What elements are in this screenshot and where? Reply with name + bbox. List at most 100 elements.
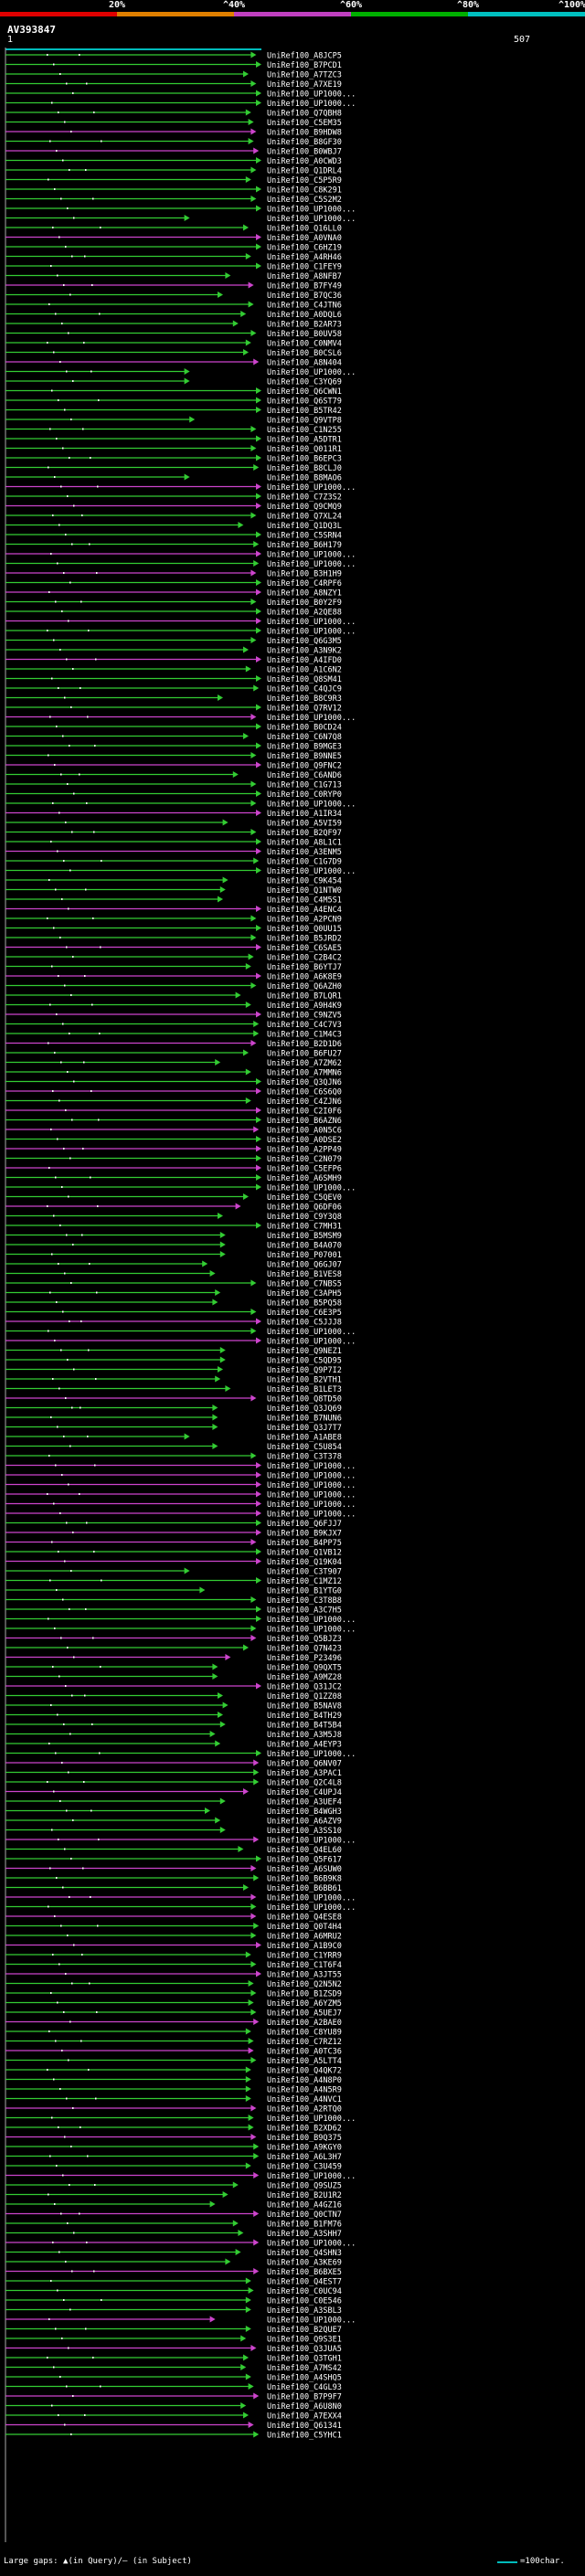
hit-arrow-icon bbox=[256, 205, 261, 212]
hit-row: UniRef100_A9H4K9 bbox=[5, 1002, 342, 1011]
hit-label: UniRef100_C5U854 bbox=[267, 1443, 342, 1452]
hit-label: UniRef100_Q1ZZ08 bbox=[267, 1692, 342, 1701]
hit-row: UniRef100_B1LET3 bbox=[5, 1385, 342, 1394]
hit-row: UniRef100_C6E3P5 bbox=[5, 1309, 342, 1318]
hit-label: UniRef100_A8N404 bbox=[267, 359, 342, 368]
hit-row: UniRef100_A6YZM5 bbox=[5, 1999, 342, 2009]
hit-arrow-icon bbox=[253, 1923, 260, 1929]
gap-marker bbox=[65, 246, 67, 248]
hit-label: UniRef100_A2PCN9 bbox=[267, 916, 342, 925]
hit-label: UniRef100_A6AZV9 bbox=[267, 1818, 342, 1827]
hit-label: UniRef100_A4NVC1 bbox=[267, 2095, 342, 2104]
gap-marker bbox=[49, 716, 51, 718]
hit-arrow-icon bbox=[256, 531, 261, 538]
scale-segment bbox=[0, 12, 117, 16]
gap-marker bbox=[84, 2414, 86, 2416]
gap-marker bbox=[82, 1148, 84, 1150]
hit-row: UniRef100_A4SHQ5 bbox=[5, 2373, 342, 2383]
hit-label: UniRef100_C1T6F4 bbox=[267, 1961, 342, 1970]
gap-marker bbox=[47, 54, 48, 56]
hit-label: UniRef100_B5MSM9 bbox=[267, 1232, 342, 1241]
gap-marker bbox=[98, 1839, 100, 1840]
hit-row: UniRef100_B6AZN6 bbox=[5, 1117, 342, 1126]
gap-marker bbox=[51, 1541, 53, 1543]
hit-row: UniRef100_A7ZM62 bbox=[5, 1059, 342, 1068]
hit-row: UniRef100_C2B4C2 bbox=[5, 953, 342, 963]
gap-marker bbox=[56, 2165, 58, 2167]
gap-marker bbox=[64, 2136, 66, 2138]
hit-label: UniRef100_B9HDW8 bbox=[267, 129, 342, 138]
gap-marker bbox=[52, 1666, 54, 1668]
hit-label: UniRef100_A3C7H5 bbox=[267, 1606, 342, 1616]
gap-marker bbox=[101, 2299, 102, 2301]
gap-marker bbox=[66, 658, 68, 661]
hit-arrow-icon bbox=[240, 2335, 247, 2342]
gap-marker bbox=[97, 1205, 99, 1207]
hit-row: UniRef100_B9MGE3 bbox=[5, 742, 342, 752]
gap-marker bbox=[66, 1234, 68, 1236]
hit-row: UniRef100_C0E546 bbox=[5, 2296, 342, 2306]
hit-row: UniRef100_B6BB61 bbox=[5, 1884, 342, 1893]
hit-row: UniRef100_C2N079 bbox=[5, 1155, 342, 1164]
gap-marker bbox=[66, 2385, 68, 2388]
hit-label: UniRef100_C9NZV5 bbox=[267, 1012, 342, 1021]
hit-label: UniRef100_C1M4C3 bbox=[267, 1031, 342, 1040]
hit-arrow-icon bbox=[235, 1203, 241, 1210]
hit-arrow-icon bbox=[245, 109, 251, 116]
gap-marker bbox=[95, 658, 97, 661]
hit-arrow-icon bbox=[222, 2191, 229, 2198]
hit-arrow-icon bbox=[250, 1913, 257, 1920]
hit-row: UniRef100_A4N8P0 bbox=[5, 2076, 342, 2085]
hit-label: UniRef100_B7QC36 bbox=[267, 292, 342, 301]
gap-marker bbox=[70, 419, 72, 420]
hit-label: UniRef100_B9KJX7 bbox=[267, 1530, 342, 1539]
hit-row: UniRef100_Q3JQ69 bbox=[5, 1405, 342, 1414]
gap-marker bbox=[53, 1502, 55, 1505]
hit-label: UniRef100_B7LQR1 bbox=[267, 992, 342, 1002]
gap-marker bbox=[67, 207, 69, 209]
gap-marker bbox=[61, 2050, 63, 2051]
hit-label: UniRef100_UP1000... bbox=[267, 1616, 356, 1625]
hit-arrow-icon bbox=[248, 1999, 254, 2006]
hit-arrow-icon bbox=[184, 473, 190, 481]
hit-row: UniRef100_C6N7Q8 bbox=[5, 733, 342, 742]
hit-label: UniRef100_UP1000... bbox=[267, 800, 356, 810]
gap-marker bbox=[53, 351, 55, 354]
hit-row: UniRef100_A4N5R9 bbox=[5, 2085, 342, 2095]
hit-label: UniRef100_Q3JUA5 bbox=[267, 2345, 342, 2354]
hit-arrow-icon bbox=[256, 972, 261, 980]
hit-arrow-icon bbox=[256, 867, 261, 874]
gap-marker bbox=[48, 1167, 50, 1169]
gap-marker bbox=[57, 2001, 58, 2004]
hit-arrow-icon bbox=[256, 1136, 261, 1142]
gap-marker bbox=[60, 1349, 62, 1352]
hit-arrow-icon bbox=[256, 1481, 261, 1488]
hit-label: UniRef100_C3T378 bbox=[267, 1453, 342, 1462]
hit-label: UniRef100_A3SBL3 bbox=[267, 2306, 342, 2316]
gap-marker bbox=[70, 1858, 72, 1860]
hit-label: UniRef100_Q0T4H4 bbox=[267, 1923, 342, 1932]
hit-arrow-icon bbox=[219, 1251, 226, 1257]
hit-arrow-icon bbox=[256, 157, 261, 164]
hit-arrow-icon bbox=[212, 1663, 218, 1670]
hit-label: UniRef100_A0CWD3 bbox=[267, 157, 342, 166]
hit-label: UniRef100_A4RH46 bbox=[267, 253, 342, 262]
hit-label: UniRef100_A5DTR1 bbox=[267, 436, 342, 445]
hit-row: UniRef100_UP1000... bbox=[5, 1836, 356, 1846]
hit-row: UniRef100_A4IFD0 bbox=[5, 656, 342, 665]
hit-label: UniRef100_Q31JC2 bbox=[267, 1683, 342, 1692]
hit-row: UniRef100_A6L3H7 bbox=[5, 2153, 342, 2162]
hit-label: UniRef100_A4SHQ5 bbox=[267, 2374, 342, 2383]
hit-arrow-icon bbox=[250, 128, 257, 135]
hit-arrow-icon bbox=[219, 1721, 226, 1728]
hit-row: UniRef100_B6B9K8 bbox=[5, 1874, 342, 1884]
gap-marker bbox=[62, 159, 64, 162]
hit-label: UniRef100_C3T907 bbox=[267, 1568, 342, 1577]
gap-marker bbox=[48, 2318, 50, 2320]
hit-row: UniRef100_Q1DRL4 bbox=[5, 166, 342, 176]
hit-arrow-icon bbox=[256, 1577, 261, 1584]
hit-label: UniRef100_C5EM35 bbox=[267, 119, 342, 128]
hit-arrow-icon bbox=[245, 963, 251, 970]
gap-marker bbox=[80, 600, 82, 603]
hit-label: UniRef100_B7P9F7 bbox=[267, 2393, 342, 2402]
